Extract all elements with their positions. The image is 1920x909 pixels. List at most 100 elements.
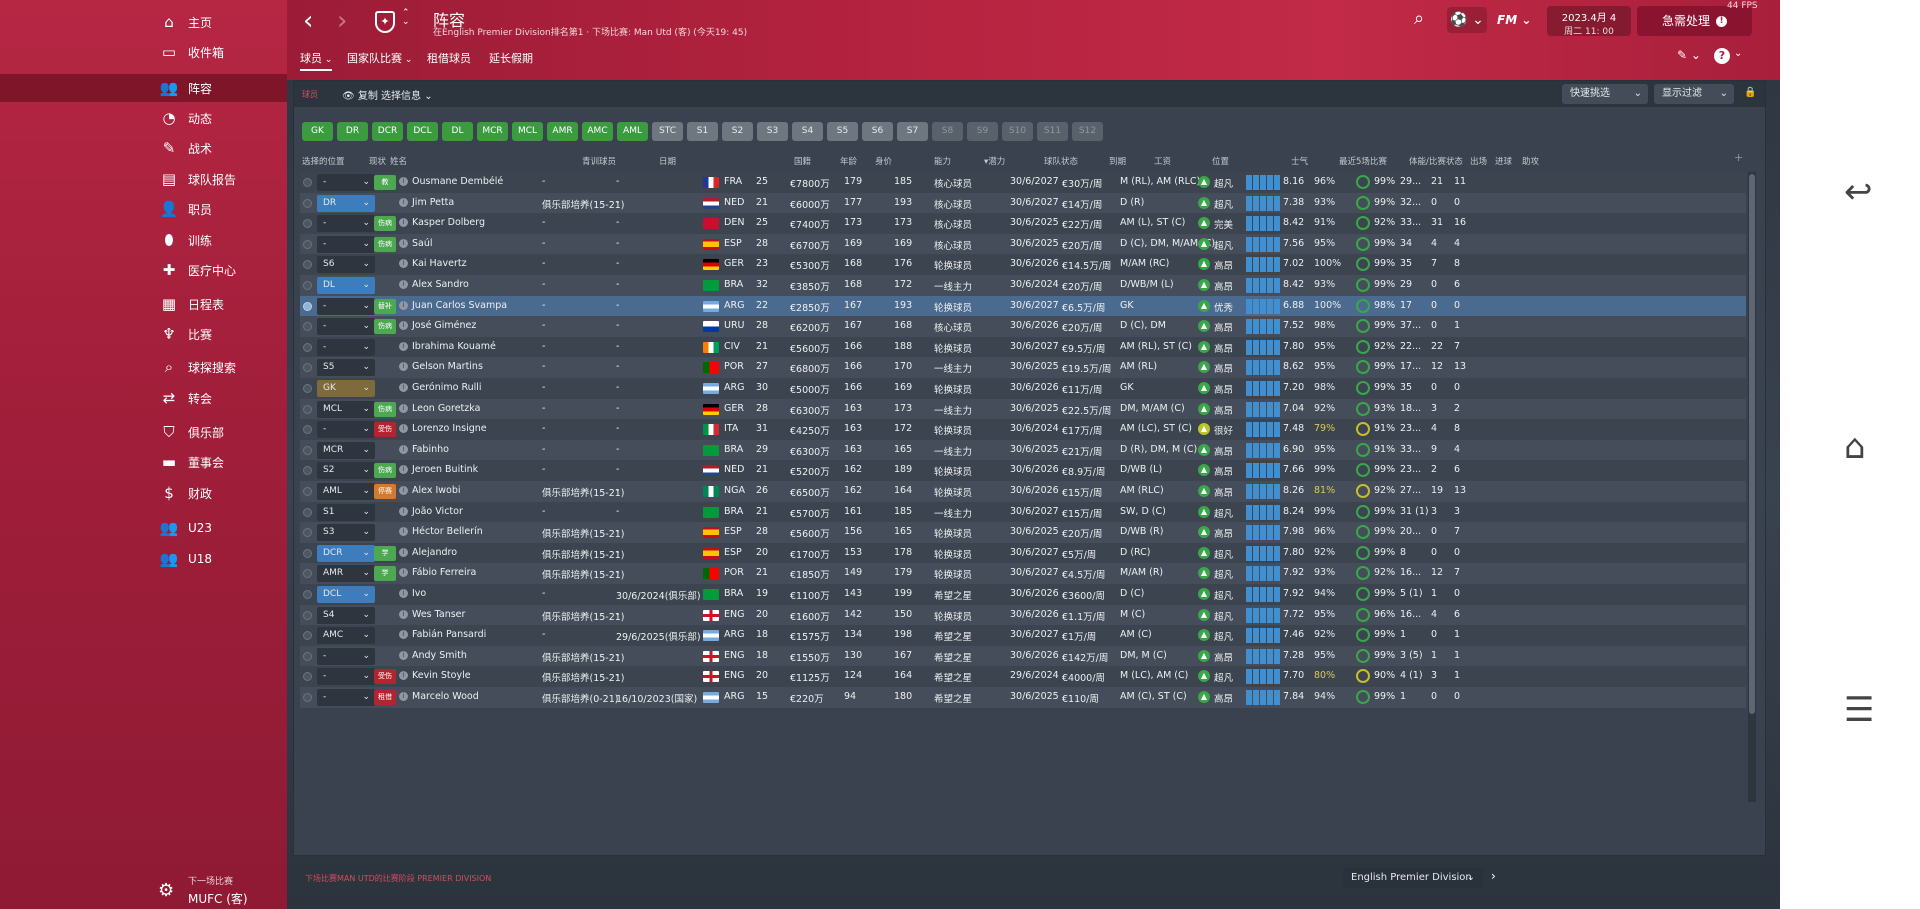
position-button[interactable]: S6 xyxy=(862,122,893,141)
table-row[interactable]: S2 ⌄ 伤病 i Jeroen Buitink - - NED 21 €5200万 162 189 轮… xyxy=(300,460,1746,481)
table-row[interactable]: - ⌄ 教 i Ousmane Dembélé - - FRA 25 €7800万 179 185 核心… xyxy=(300,172,1746,193)
position-select-dropdown[interactable]: - ⌄ xyxy=(317,215,375,232)
info-icon[interactable]: i xyxy=(399,259,408,268)
position-select-dropdown[interactable]: S4 ⌄ xyxy=(317,607,375,624)
next-arrow-icon[interactable]: › xyxy=(1491,869,1496,883)
info-icon[interactable]: i xyxy=(399,198,408,207)
column-header[interactable]: 能力 xyxy=(934,157,952,167)
position-select-dropdown[interactable]: - ⌄ xyxy=(317,339,375,356)
position-button[interactable]: DCL xyxy=(407,122,438,141)
scrollbar-thumb[interactable] xyxy=(1749,174,1755,714)
info-icon[interactable]: i xyxy=(399,424,408,433)
table-row[interactable]: DCR ⌄ 学 i Alejandro 俱乐部培养(15-21) - ESP 20 €1700万 1… xyxy=(300,543,1746,564)
position-select-dropdown[interactable]: DCR ⌄ xyxy=(317,545,375,562)
table-row[interactable]: - ⌄ 伤病 i Saúl - - ESP 28 €6700万 169 169 核心球员 30/6/202… xyxy=(300,234,1746,255)
sidebar-item[interactable]: ⛉ 俱乐部 xyxy=(0,418,287,446)
row-select-radio[interactable] xyxy=(303,240,312,249)
row-select-radio[interactable] xyxy=(303,405,312,414)
info-icon[interactable]: i xyxy=(399,280,408,289)
home-icon[interactable]: ⌂ xyxy=(1844,427,1866,467)
position-select-dropdown[interactable]: S2 ⌄ xyxy=(317,462,375,479)
table-row[interactable]: AMR ⌄ 学 i Fábio Ferreira 俱乐部培养(15-21) - POR 21 €1… xyxy=(300,563,1746,584)
player-name[interactable]: Fábio Ferreira xyxy=(412,567,477,578)
info-icon[interactable]: i xyxy=(399,692,408,701)
player-name[interactable]: José Giménez xyxy=(412,320,477,331)
table-row[interactable]: DL ⌄ i Alex Sandro - - BRA 32 €3850万 168 172 一线主力 30… xyxy=(300,275,1746,296)
position-button[interactable]: S1 xyxy=(687,122,718,141)
info-icon[interactable]: i xyxy=(399,610,408,619)
column-header[interactable]: ▾潜力 xyxy=(984,157,1006,167)
table-row[interactable]: MCL ⌄ 伤病 i Leon Goretzka - - GER 28 €6300万 163 173 一… xyxy=(300,399,1746,420)
view-filter-dropdown[interactable]: 显示过滤 ⌄ xyxy=(1654,84,1734,104)
table-row[interactable]: - ⌄ 受伤 i Lorenzo Insigne - - ITA 31 €4250万 163 172 轮… xyxy=(300,419,1746,440)
position-select-dropdown[interactable]: AMC ⌄ xyxy=(317,627,375,644)
row-select-radio[interactable] xyxy=(303,219,312,228)
sidebar-item[interactable]: ◔ 动态 xyxy=(0,104,287,132)
position-select-dropdown[interactable]: - ⌄ xyxy=(317,648,375,665)
player-name[interactable]: Saúl xyxy=(412,238,433,249)
player-name[interactable]: Lorenzo Insigne xyxy=(412,423,487,434)
help-icon[interactable]: ? xyxy=(1714,48,1730,64)
sidebar-item[interactable]: ⇄ 转会 xyxy=(0,384,287,412)
sidebar-item[interactable]: $ 财政 xyxy=(0,479,287,507)
player-name[interactable]: Alex Iwobi xyxy=(412,485,461,496)
position-select-dropdown[interactable]: MCL ⌄ xyxy=(317,401,375,418)
position-select-dropdown[interactable]: AMR ⌄ xyxy=(317,565,375,582)
menu-icon[interactable]: ☰ xyxy=(1844,690,1875,730)
row-select-radio[interactable] xyxy=(303,425,312,434)
table-row[interactable]: AMC ⌄ i Fabián Pansardi - 29/6/2025(俱乐部) ARG 18… xyxy=(300,625,1746,646)
position-select-dropdown[interactable]: S6 ⌄ xyxy=(317,256,375,273)
position-button[interactable]: GK xyxy=(302,122,333,141)
position-button[interactable]: MCR xyxy=(477,122,508,141)
back-arrow-icon[interactable]: ‹ xyxy=(303,6,314,36)
info-icon[interactable]: i xyxy=(399,239,408,248)
position-select-dropdown[interactable]: DL ⌄ xyxy=(317,277,375,294)
row-select-radio[interactable] xyxy=(303,260,312,269)
position-button[interactable]: S12 xyxy=(1072,122,1103,141)
column-header[interactable]: 进球 xyxy=(1495,157,1513,167)
column-header[interactable]: 日期 xyxy=(659,157,677,167)
table-row[interactable]: MCR ⌄ i Fabinho - - BRA 29 €6300万 163 165 一线主力 30/6/… xyxy=(300,440,1746,461)
player-name[interactable]: Juan Carlos Svampa xyxy=(412,300,508,311)
quick-pick-dropdown[interactable]: 快速挑选 ⌄ xyxy=(1562,84,1648,104)
position-button[interactable]: S4 xyxy=(792,122,823,141)
lock-icon[interactable]: 🔒 xyxy=(1744,87,1757,98)
table-row[interactable]: - ⌄ 租借 i Marcelo Wood 俱乐部培养(0-21) 16/10/2023(国… xyxy=(300,687,1746,708)
subtab-item[interactable]: 国家队比赛 ⌄ xyxy=(347,50,412,66)
table-row[interactable]: DCL ⌄ i Ivo -30/6/2024(俱乐部) BRA 19 €1100万 143 199… xyxy=(300,584,1746,605)
player-name[interactable]: Kai Havertz xyxy=(412,258,467,269)
position-button[interactable]: S3 xyxy=(757,122,788,141)
subtab-item[interactable]: 延长假期 xyxy=(489,50,533,66)
row-select-radio[interactable] xyxy=(303,569,312,578)
column-header[interactable]: 年龄 xyxy=(840,157,858,167)
club-crest-icon[interactable]: ✦ xyxy=(375,11,395,33)
info-icon[interactable]: i xyxy=(399,486,408,495)
info-icon[interactable]: i xyxy=(399,404,408,413)
sidebar-item[interactable]: ♆ 比赛 xyxy=(0,320,287,348)
position-select-dropdown[interactable]: - ⌄ xyxy=(317,318,375,335)
info-icon[interactable]: i xyxy=(399,568,408,577)
position-select-dropdown[interactable]: S1 ⌄ xyxy=(317,504,375,521)
column-header[interactable]: 球队状态 xyxy=(1044,157,1079,167)
column-header[interactable]: 助攻 xyxy=(1522,157,1540,167)
chevron-down-icon[interactable]: ⌄ xyxy=(1734,48,1743,59)
player-name[interactable]: Gerónimo Rulli xyxy=(412,382,482,393)
player-name[interactable]: Wes Tanser xyxy=(412,609,466,620)
position-button[interactable]: AMC xyxy=(582,122,613,141)
player-name[interactable]: Kasper Dolberg xyxy=(412,217,486,228)
sidebar-item[interactable]: ▭ 收件箱 xyxy=(0,38,287,66)
subtab-item[interactable]: 租借球员 xyxy=(427,50,471,66)
position-button[interactable]: DCR xyxy=(372,122,403,141)
position-select-dropdown[interactable]: S5 ⌄ xyxy=(317,359,375,376)
player-name[interactable]: Ibrahima Kouamé xyxy=(412,341,496,352)
ball-menu-button[interactable]: ⚽ ⌄ xyxy=(1447,7,1487,33)
row-select-radio[interactable] xyxy=(303,631,312,640)
date-display[interactable]: 2023.4月 4 周二 11: 00 xyxy=(1547,6,1631,37)
position-button[interactable]: DR xyxy=(337,122,368,141)
position-button[interactable]: S10 xyxy=(1002,122,1033,141)
sidebar-item[interactable]: 👥 U18 xyxy=(0,545,287,573)
league-selector[interactable]: English Premier Division ⌄ xyxy=(1343,868,1483,888)
info-icon[interactable]: i xyxy=(399,383,408,392)
player-name[interactable]: Alejandro xyxy=(412,547,458,558)
row-select-radio[interactable] xyxy=(303,487,312,496)
